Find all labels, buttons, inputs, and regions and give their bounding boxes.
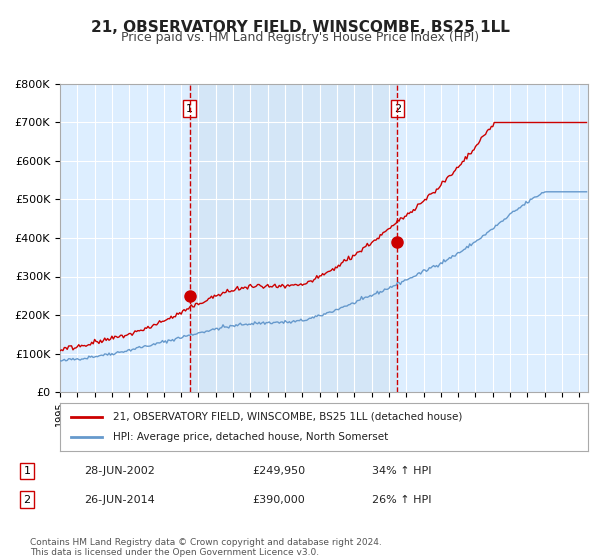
- Text: 26-JUN-2014: 26-JUN-2014: [84, 495, 155, 505]
- Text: 2: 2: [23, 495, 31, 505]
- Text: 1: 1: [186, 104, 193, 114]
- Text: Contains HM Land Registry data © Crown copyright and database right 2024.
This d: Contains HM Land Registry data © Crown c…: [30, 538, 382, 557]
- Text: 21, OBSERVATORY FIELD, WINSCOMBE, BS25 1LL: 21, OBSERVATORY FIELD, WINSCOMBE, BS25 1…: [91, 20, 509, 35]
- Text: 34% ↑ HPI: 34% ↑ HPI: [372, 466, 431, 476]
- Text: £390,000: £390,000: [252, 495, 305, 505]
- Bar: [190, 84, 397, 392]
- Text: Price paid vs. HM Land Registry's House Price Index (HPI): Price paid vs. HM Land Registry's House …: [121, 31, 479, 44]
- Text: 26% ↑ HPI: 26% ↑ HPI: [372, 495, 431, 505]
- Text: 1: 1: [23, 466, 31, 476]
- Text: 2: 2: [394, 104, 401, 114]
- Text: 21, OBSERVATORY FIELD, WINSCOMBE, BS25 1LL (detached house): 21, OBSERVATORY FIELD, WINSCOMBE, BS25 1…: [113, 412, 462, 422]
- Text: £249,950: £249,950: [252, 466, 305, 476]
- Text: 28-JUN-2002: 28-JUN-2002: [84, 466, 155, 476]
- Text: HPI: Average price, detached house, North Somerset: HPI: Average price, detached house, Nort…: [113, 432, 388, 442]
